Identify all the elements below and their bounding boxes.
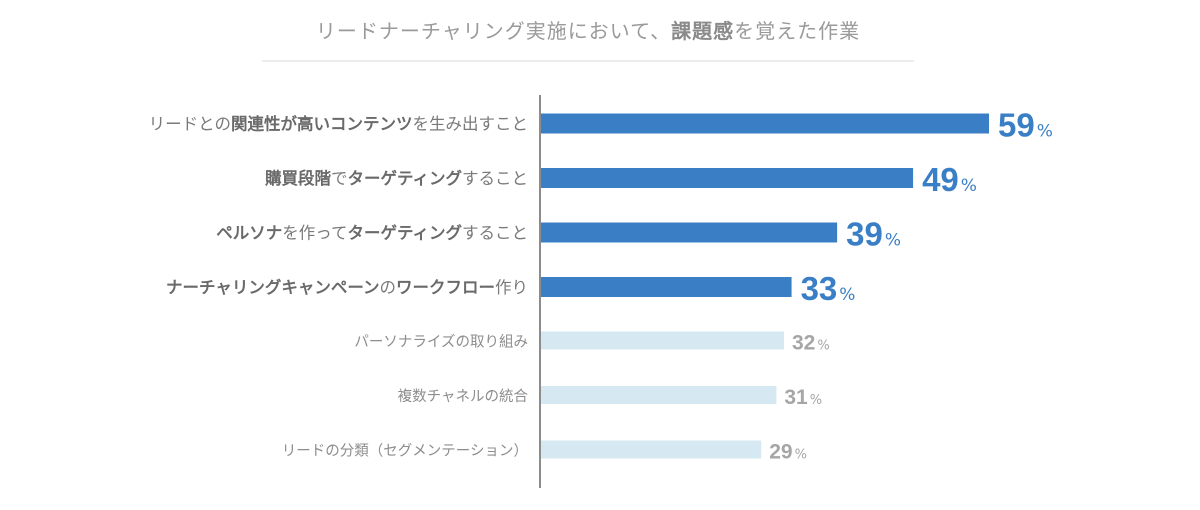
bar [541, 386, 777, 404]
bar [541, 331, 784, 350]
bars-layer [541, 113, 989, 459]
bar [541, 113, 989, 134]
category-label-segment: を作って [282, 224, 347, 243]
category-label-segment: リードの分類（セグメンテーション） [282, 443, 528, 460]
value-unit: % [839, 285, 855, 305]
category-label-segment: リードとの [149, 115, 231, 134]
value-label: 49% [922, 161, 977, 198]
value-label: 33% [801, 270, 856, 307]
category-label-segment: 作り [495, 278, 528, 297]
category-label-segment: を生み出すこと [413, 115, 529, 134]
value-number: 49 [922, 161, 959, 198]
bar [541, 222, 838, 243]
category-label: リードとの関連性が高いコンテンツを生み出すこと [149, 114, 528, 134]
value-unit: % [817, 339, 829, 354]
category-label-segment: ペルソナ [216, 224, 282, 243]
category-label: パーソナライズの取り組み [354, 334, 528, 351]
value-label: 32% [792, 332, 830, 355]
value-number: 59 [998, 107, 1035, 144]
chart-title-segment: リードナーチャリング実施において、 [316, 19, 671, 43]
chart-title: リードナーチャリング実施において、課題感を覚えた作業 [316, 19, 860, 43]
value-label: 31% [784, 386, 822, 409]
value-number: 31 [784, 386, 808, 409]
category-label-segment: ワークフロー [396, 278, 495, 297]
value-number: 39 [846, 216, 883, 253]
category-label-segment: の [380, 278, 397, 297]
category-label: リードの分類（セグメンテーション） [282, 443, 528, 460]
category-label-segment: 購買段階 [264, 168, 332, 188]
category-label-segment: すること [462, 224, 528, 243]
value-labels: 59 %49 %39 %33 %32 %31 %29% [769, 107, 1053, 464]
value-number: 32 [792, 332, 815, 355]
value-label: 29% [769, 441, 807, 464]
chart-title-segment: を覚えた作業 [734, 19, 860, 43]
value-unit: % [961, 176, 977, 196]
category-label-segment: で [331, 169, 348, 188]
bar [541, 440, 762, 459]
bar [541, 168, 914, 188]
value-unit: % [810, 393, 822, 408]
category-label: 複数チャネルの統合 [398, 388, 529, 405]
chart-title-segment: 課題感 [671, 19, 734, 43]
value-number: 33 [801, 270, 838, 307]
value-label: 39% [846, 216, 901, 253]
category-label-segment: すること [462, 169, 528, 188]
bar [541, 277, 792, 297]
category-label: ナーチャリングキャンペーンのワークフロー作り [166, 277, 528, 297]
value-number: 29 [769, 441, 792, 464]
category-labels: リードとの関連性が高いコンテンツを生み出すこと購買段階でターゲティングすることペ… [149, 114, 529, 460]
value-unit: % [795, 448, 807, 463]
category-label: ペルソナを作ってターゲティングすること [216, 223, 528, 243]
value-unit: % [885, 231, 901, 251]
value-unit: % [1037, 122, 1053, 142]
category-label-segment: 複数チャネルの統合 [398, 388, 529, 405]
category-label: 購買段階でターゲティングすること [264, 168, 528, 188]
category-label-segment: ターゲティング [347, 168, 462, 188]
category-label-segment: ナーチャリングキャンペーン [166, 277, 380, 297]
category-label-segment: パーソナライズの取り組み [354, 334, 528, 351]
category-label-segment: 関連性が高いコンテンツ [231, 114, 413, 134]
category-label-segment: ターゲティング [347, 223, 462, 243]
value-label: 59% [998, 107, 1053, 144]
